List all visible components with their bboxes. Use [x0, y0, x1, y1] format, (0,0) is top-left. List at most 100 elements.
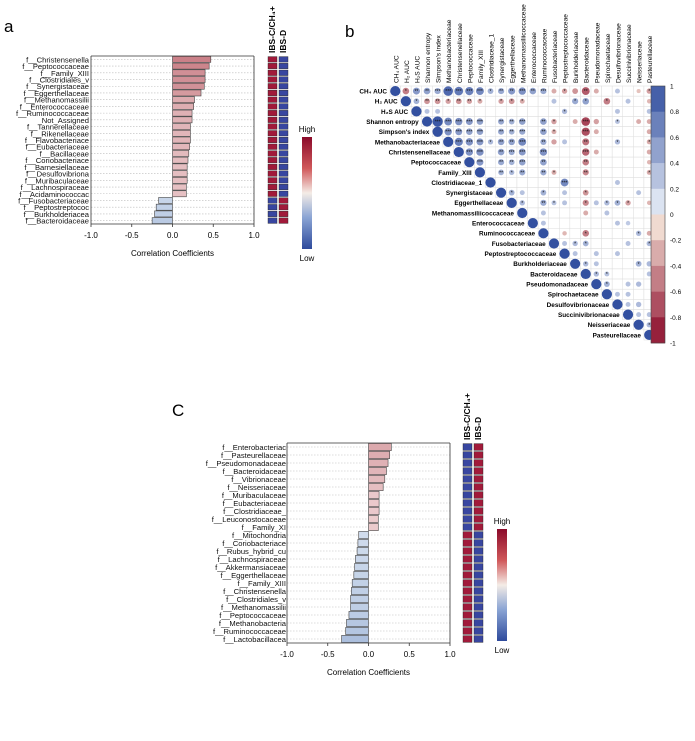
group-cell-ibs-d: [473, 459, 484, 467]
heatmap-grid-cell: [601, 85, 613, 97]
significance-stars: *: [616, 201, 618, 207]
heatmap-diagonal-circle: [538, 228, 549, 239]
heatmap-grid-cell: [622, 85, 634, 97]
heatmap-diagonal-circle: [485, 177, 496, 188]
category-label-f-lactobacillacea: f__Lactobacillacea: [223, 635, 287, 644]
category-label-f-mitochondria: f__Mitochondria: [232, 531, 287, 540]
heatmap-grid-cell: [484, 106, 497, 117]
bar-f-synergistaceae: [172, 82, 205, 90]
x-tick-label: 0.0: [167, 231, 179, 240]
heatmap-column-label-burkholderiaceae: Burkholderiaceae: [573, 31, 580, 83]
heatmap-circle: [519, 169, 526, 176]
heatmap-grid-cell: [527, 136, 539, 148]
heatmap-column-label-pseudomonadaceae: Pseudomonadaceae: [594, 22, 601, 83]
x-tick-label: 0.5: [208, 231, 220, 240]
legend-colorbar: [497, 529, 507, 641]
heatmap-circle: [454, 86, 464, 96]
heatmap-circle: [476, 118, 484, 125]
heatmap-circle: [572, 119, 578, 125]
heatmap-column-label-h-auc: H₂ AUC: [404, 60, 411, 83]
significance-stars: *: [648, 241, 650, 247]
heatmap-circle: [465, 148, 474, 156]
heatmap-circle: [465, 118, 473, 126]
category-label-f-bacillaceae: f__Bacillaceae: [40, 149, 89, 158]
heatmap-diagonal-circle: [527, 218, 538, 229]
group-cell-ibs-d: [278, 217, 289, 224]
group-cell-ibs-c: [267, 83, 278, 90]
bar-f-leuconostocaceae: [368, 515, 379, 523]
group-cell-ibs-c: [267, 103, 278, 110]
significance-stars: *: [490, 140, 492, 146]
significance-stars: *: [648, 140, 650, 146]
heatmap-grid-cell: [611, 278, 624, 290]
significance-stars: *: [564, 109, 566, 115]
heatmap-circle: [509, 169, 515, 176]
bar-f-enterococcaceae: [172, 103, 194, 110]
category-label-f-fusobacteriaceae: f__Fusobacteriaceae: [18, 196, 89, 205]
bar-f-pasteurellaceae: [368, 451, 390, 459]
heatmap-diagonal-circle: [432, 126, 443, 137]
heatmap-circle: [615, 119, 620, 125]
heatmap-circle: [615, 291, 620, 297]
heatmap-circle: [498, 169, 504, 176]
bar-f-christensenella: [172, 56, 212, 63]
group-cell-ibs-c: [267, 197, 278, 204]
category-label-f-methanomassilii: f__Methanomassilii: [221, 603, 286, 612]
significance-stars: *: [511, 170, 513, 176]
significance-stars: *: [511, 99, 513, 105]
heatmap-circle: [615, 180, 620, 185]
category-label-f-christensenella: f__Christensenella: [26, 55, 90, 64]
heatmap-circle: [625, 291, 631, 297]
heatmap-grid-cell: [601, 167, 613, 178]
bar-f-ruminococcaceae: [345, 627, 369, 635]
group-cell-ibs-c: [462, 467, 473, 475]
heatmap-grid-cell: [527, 177, 539, 188]
heatmap-circle: [635, 281, 642, 287]
heatmap-grid-cell: [633, 248, 645, 259]
significance-stars: **: [436, 99, 440, 105]
significance-stars: *: [616, 140, 618, 146]
significance-stars: **: [541, 120, 545, 126]
significance-stars: **: [584, 140, 588, 146]
bar-f-vibrionaceae: [368, 475, 386, 483]
heatmap-circle: [561, 88, 568, 94]
group-cell-ibs-d: [278, 69, 289, 76]
group-cell-ibs-c: [462, 619, 473, 627]
heatmap-diagonal-circle: [453, 146, 464, 158]
heatmap-circle: [636, 312, 642, 318]
group-cell-ibs-c: [267, 157, 278, 164]
group-cell-ibs-c: [462, 595, 473, 603]
heatmap-circle: [497, 148, 505, 156]
significance-stars: *: [415, 99, 417, 105]
group-cell-ibs-c: [267, 163, 278, 170]
group-cell-ibs-c: [267, 170, 278, 177]
category-label-f-barnesiellaceae: f__Barnesiellaceae: [24, 163, 89, 172]
heatmap-circle: [498, 118, 505, 125]
group-cell-ibs-c: [267, 210, 278, 217]
bar-f-methanobacteria: [346, 619, 369, 627]
group-cell-ibs-d: [278, 210, 289, 217]
colorbar-tick-label: -0.8: [670, 315, 682, 322]
colorbar-tick-label: -0.6: [670, 289, 682, 296]
heatmap-grid-cell: [474, 106, 486, 117]
heatmap-circle: [614, 199, 621, 206]
bar-f-clostridiales-v: [350, 595, 369, 603]
significance-stars: ***: [477, 89, 483, 95]
heatmap-diagonal-circle: [506, 197, 517, 208]
x-tick-label: 0.0: [363, 650, 375, 659]
heatmap-circle: [625, 241, 631, 246]
category-label-f-ruminococcaceae: f__Ruminococcaceae: [213, 627, 286, 636]
heatmap-grid-cell: [548, 227, 560, 239]
group-cell-ibs-d: [473, 563, 484, 571]
heatmap-diagonal-circle: [443, 136, 454, 147]
x-tick-label: 1.0: [248, 231, 260, 240]
significance-stars: ***: [519, 150, 525, 156]
heatmap-circle: [635, 260, 642, 267]
bar-f-lactobacillacea: [341, 635, 369, 643]
bar-f-peptostreptococ: [155, 203, 173, 211]
heatmap-grid-cell: [580, 248, 592, 259]
heatmap-diagonal-circle: [580, 268, 591, 280]
significance-stars: *: [553, 170, 555, 176]
heatmap-grid-cell: [590, 95, 602, 107]
group-cell-ibs-c: [267, 76, 278, 83]
